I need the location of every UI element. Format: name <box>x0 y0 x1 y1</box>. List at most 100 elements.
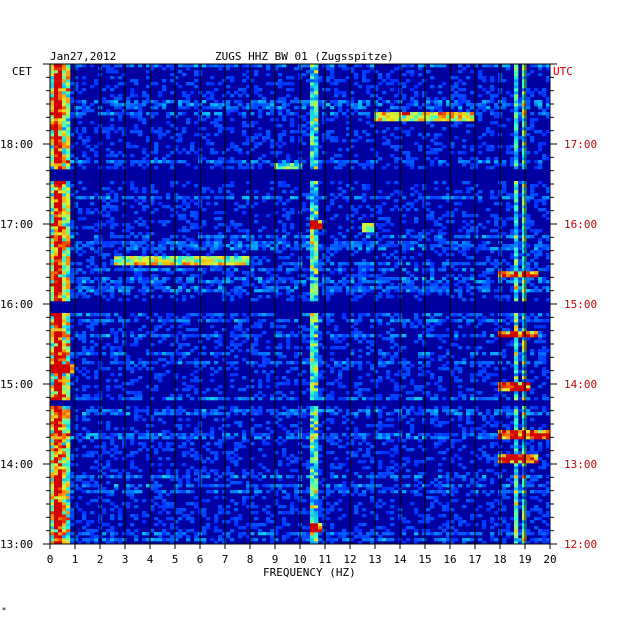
spectrogram-cell <box>110 355 115 359</box>
spectrogram-cell <box>62 427 67 431</box>
spectrogram-cell <box>70 247 75 251</box>
spectrogram-cell <box>50 490 55 494</box>
spectrogram-cell <box>302 325 307 329</box>
spectrogram-cell <box>62 259 67 263</box>
spectrogram-cell <box>74 271 79 275</box>
spectrogram-cell <box>86 265 91 269</box>
spectrogram-cell <box>158 373 163 377</box>
spectrogram-cell <box>102 436 107 440</box>
spectrogram-cell <box>234 517 239 521</box>
spectrogram-cell <box>222 259 227 263</box>
spectrogram-cell <box>354 454 359 458</box>
spectrogram-cell <box>134 247 139 251</box>
spectrogram-cell <box>430 334 435 338</box>
spectrogram-cell <box>534 457 539 461</box>
spectrogram-cell <box>254 412 259 416</box>
spectrogram-cell <box>358 541 363 545</box>
spectrogram-cell <box>362 268 367 272</box>
spectrogram-cell <box>314 391 319 395</box>
spectrogram-cell <box>50 508 55 512</box>
spectrogram-cell <box>146 430 151 434</box>
spectrogram-cell <box>94 499 99 503</box>
spectrogram-cell <box>542 382 547 386</box>
spectrogram-cell <box>138 442 143 446</box>
spectrogram-cell <box>58 499 63 503</box>
spectrogram-cell <box>534 436 539 440</box>
spectrogram-cell <box>178 532 183 536</box>
spectrogram-cell <box>150 487 155 491</box>
spectrogram-cell <box>242 277 247 281</box>
spectrogram-cell <box>238 349 243 353</box>
spectrogram-cell <box>514 259 519 263</box>
spectrogram-cell <box>314 466 319 470</box>
spectrogram-cell <box>358 262 363 266</box>
spectrogram-cell <box>546 286 551 290</box>
spectrogram-cell <box>94 541 99 545</box>
spectrogram-cell <box>410 379 415 383</box>
spectrogram-cell <box>82 271 87 275</box>
spectrogram-cell <box>474 508 479 512</box>
spectrogram-cell <box>234 325 239 329</box>
spectrogram-cell <box>162 502 167 506</box>
spectrogram-cell <box>190 517 195 521</box>
spectrogram-cell <box>342 445 347 449</box>
spectrogram-cell <box>158 475 163 479</box>
spectrogram-cell <box>82 340 87 344</box>
spectrogram-cell <box>186 322 191 326</box>
spectrogram-cell <box>274 502 279 506</box>
spectrogram-cell <box>126 319 131 323</box>
spectrogram-cell <box>82 445 87 449</box>
spectrogram-cell <box>530 412 535 416</box>
spectrogram-cell <box>142 436 147 440</box>
spectrogram-cell <box>274 289 279 293</box>
spectrogram-cell <box>238 424 243 428</box>
spectrogram-cell <box>530 274 535 278</box>
spectrogram-cell <box>358 364 363 368</box>
spectrogram-cell <box>146 514 151 518</box>
spectrogram-cell <box>494 523 499 527</box>
spectrogram-cell <box>510 340 515 344</box>
spectrogram-cell <box>150 367 155 371</box>
spectrogram-cell <box>378 364 383 368</box>
spectrogram-cell <box>250 526 255 530</box>
spectrogram-cell <box>426 334 431 338</box>
spectrogram-cell <box>446 481 451 485</box>
spectrogram-cell <box>126 433 131 437</box>
spectrogram-cell <box>382 253 387 257</box>
spectrogram-cell <box>358 313 363 317</box>
spectrogram-cell <box>430 352 435 356</box>
spectrogram-cell <box>86 325 91 329</box>
spectrogram-cell <box>66 490 71 494</box>
spectrogram-cell <box>314 451 319 455</box>
spectrogram-cell <box>266 346 271 350</box>
spectrogram-cell <box>386 268 391 272</box>
spectrogram-cell <box>266 433 271 437</box>
spectrogram-cell <box>414 529 419 533</box>
spectrogram-cell <box>138 244 143 248</box>
spectrogram-cell <box>82 532 87 536</box>
spectrogram-cell <box>318 247 323 251</box>
spectrogram-cell <box>62 394 67 398</box>
spectrogram-cell <box>162 499 167 503</box>
spectrogram-cell <box>370 484 375 488</box>
spectrogram-cell <box>430 265 435 269</box>
spectrogram-cell <box>402 361 407 365</box>
spectrogram-cell <box>234 460 239 464</box>
spectrogram-cell <box>58 349 63 353</box>
spectrogram-cell <box>450 265 455 269</box>
spectrogram-cell <box>162 334 167 338</box>
spectrogram-cell <box>146 244 151 248</box>
spectrogram-cell <box>478 514 483 518</box>
spectrogram-cell <box>58 424 63 428</box>
spectrogram-cell <box>142 280 147 284</box>
spectrogram-cell <box>66 475 71 479</box>
spectrogram-cell <box>274 292 279 296</box>
spectrogram-cell <box>66 481 71 485</box>
spectrogram-cell <box>306 346 311 350</box>
spectrogram-cell <box>478 274 483 278</box>
spectrogram-cell <box>74 250 79 254</box>
spectrogram-cell <box>314 433 319 437</box>
spectrogram-cell <box>146 436 151 440</box>
spectrogram-cell <box>434 394 439 398</box>
spectrogram-cell <box>310 472 315 476</box>
